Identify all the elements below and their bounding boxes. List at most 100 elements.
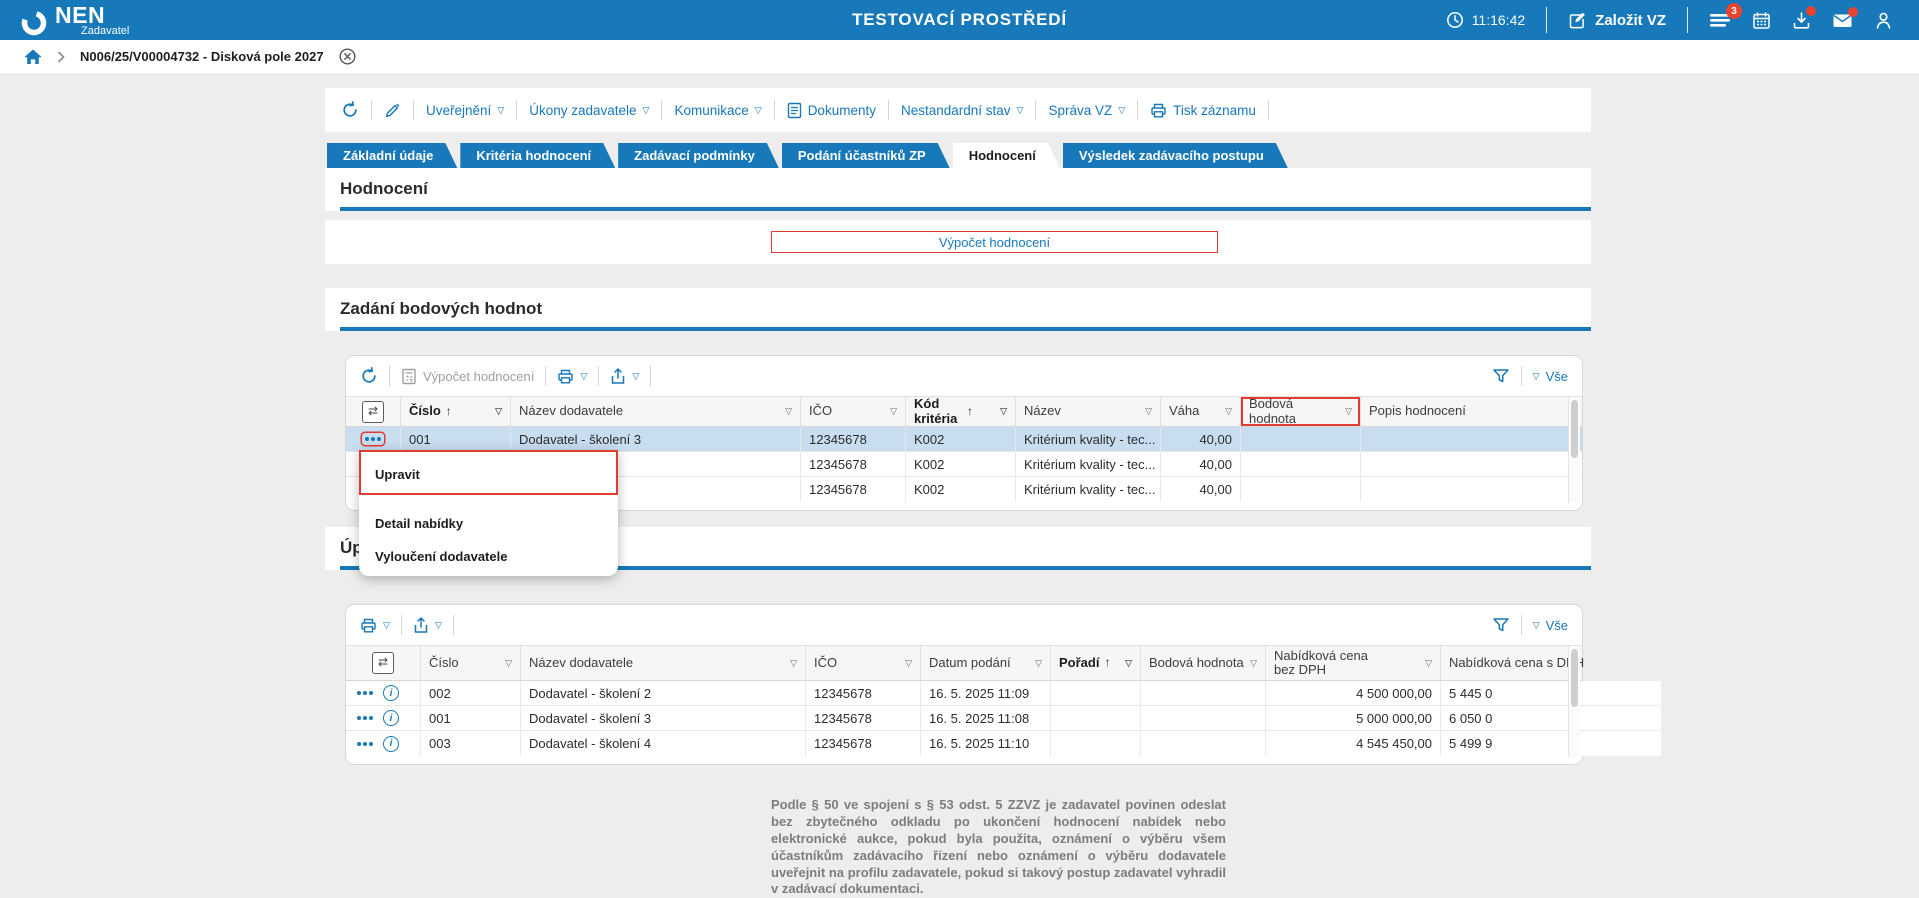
grid-export-button[interactable]: ▽	[413, 616, 442, 634]
col-bodova-hodnota[interactable]: Bodová hodnota ▽	[1241, 397, 1361, 426]
grid-print-button[interactable]: ▽	[360, 617, 390, 634]
home-button[interactable]	[24, 48, 42, 65]
column-filter-icon[interactable]: ▽	[1000, 406, 1007, 416]
col-vaha[interactable]: Váha ▽	[1161, 397, 1241, 426]
row-actions-button[interactable]	[354, 687, 376, 699]
app-logo[interactable]: NEN Zadavatel	[0, 1, 129, 37]
table-row[interactable]: 001 Dodavatel - školení 3 12345678 K002 …	[346, 427, 1582, 452]
col-nazev-dodavatele[interactable]: Název dodavatele ▽	[521, 646, 806, 680]
close-record-button[interactable]	[339, 48, 356, 65]
column-filter-icon[interactable]: ▽	[1345, 406, 1352, 416]
col-cislo[interactable]: Číslo ▽	[421, 646, 521, 680]
column-filter-icon[interactable]: ▽	[505, 657, 512, 668]
section-title: Hodnocení	[340, 179, 428, 198]
column-config-button[interactable]: ⇄	[346, 397, 401, 426]
column-filter-icon[interactable]: ▽	[1125, 657, 1132, 668]
grid-filter-vse[interactable]: ▽ Vše	[1532, 617, 1568, 633]
tab-zadavaci-podminky[interactable]: Zadávací podmínky	[618, 143, 779, 168]
grid-scrollbar[interactable]	[1568, 397, 1580, 503]
downloads-button[interactable]	[1792, 5, 1816, 30]
create-vz-button[interactable]: Založit VZ	[1568, 11, 1666, 30]
row-actions-button[interactable]	[362, 433, 384, 445]
menu-item-detail-nabidky[interactable]: Detail nabídky	[375, 516, 602, 531]
tab-podani-ucastniku[interactable]: Podání účastníků ZP	[782, 143, 950, 168]
column-filter-icon[interactable]: ▽	[1035, 657, 1042, 668]
menu-item-vylouceni-dodavatele[interactable]: Vyloučení dodavatele	[375, 549, 602, 564]
column-filter-icon[interactable]: ▽	[1145, 406, 1152, 416]
column-config-icon: ⇄	[362, 400, 384, 423]
user-button[interactable]	[1874, 11, 1893, 30]
info-icon[interactable]: i	[383, 710, 399, 726]
messages-button[interactable]	[1832, 6, 1858, 29]
grid-filter-button[interactable]	[1492, 368, 1510, 384]
col-poradi[interactable]: Pořadí ↑ ▽	[1051, 646, 1141, 680]
col-cislo[interactable]: Číslo ↑ ▽	[401, 397, 511, 426]
breadcrumb: N006/25/V00004732 - Disková pole 2027	[0, 40, 1919, 73]
column-filter-icon[interactable]: ▽	[1250, 657, 1257, 668]
menu-item-upravit[interactable]: Upravit	[375, 467, 602, 482]
col-cena-s-dph[interactable]: Nabídková cena s DPH	[1449, 654, 1585, 670]
grid-vypocet-button[interactable]: Výpočet hodnocení	[401, 368, 534, 385]
col-nazev[interactable]: Název ▽	[1016, 397, 1161, 426]
brand-name: NEN	[55, 1, 106, 28]
col-cena-bez-dph[interactable]: Nabídková cena bez DPH ▽	[1266, 646, 1441, 680]
tab-kriteria-hodnoceni[interactable]: Kritéria hodnocení	[460, 143, 615, 168]
column-filter-icon[interactable]: ▽	[1425, 657, 1432, 668]
row-actions-button[interactable]	[354, 738, 376, 750]
cell-vaha: 40,00	[1161, 477, 1241, 502]
menu-ukony-zadavatele[interactable]: Úkony zadavatele ▽	[529, 102, 650, 118]
row-actions-button[interactable]	[354, 712, 376, 724]
person-icon	[1876, 12, 1891, 29]
menu-nestandardni-stav[interactable]: Nestandardní stav ▽	[900, 102, 1024, 118]
column-filter-icon[interactable]: ▽	[1225, 406, 1232, 416]
col-datum-podani[interactable]: Datum podání ▽	[921, 646, 1051, 680]
column-filter-icon[interactable]: ▽	[890, 406, 897, 416]
col-kod-kriteria[interactable]: Kód kritéria ↑ ▽	[906, 397, 1016, 426]
column-config-button[interactable]: ⇄	[346, 646, 421, 680]
cell-dodavatel: Dodavatel - školení 4	[521, 731, 806, 756]
menu-sprava-vz[interactable]: Správa VZ ▽	[1048, 102, 1126, 118]
chevron-down-icon: ▽	[1016, 104, 1024, 115]
column-filter-icon[interactable]: ▽	[495, 406, 502, 416]
cell-popis	[1361, 477, 1582, 502]
edit-record-button[interactable]	[384, 102, 401, 119]
grid-filter-vse[interactable]: ▽ Vše	[1532, 368, 1568, 384]
chevron-down-icon: ▽	[754, 104, 762, 115]
grid-export-button[interactable]: ▽	[610, 367, 640, 385]
refresh-button[interactable]	[341, 101, 359, 119]
menu-button[interactable]: 3	[1709, 3, 1742, 29]
breadcrumb-record[interactable]: N006/25/V00004732 - Disková pole 2027	[80, 49, 324, 64]
points-grid-header: ⇄ Číslo ↑ ▽ Název dodavatele ▽ IČO ▽ Kód…	[346, 396, 1582, 427]
calendar-button[interactable]	[1752, 11, 1771, 30]
column-filter-icon[interactable]: ▽	[905, 657, 912, 668]
grid-scrollbar[interactable]	[1568, 646, 1580, 757]
table-row[interactable]: i 003 Dodavatel - školení 4 12345678 16.…	[346, 731, 1661, 756]
col-ico[interactable]: IČO ▽	[806, 646, 921, 680]
info-icon[interactable]: i	[383, 685, 399, 701]
col-bodova-hodnota[interactable]: Bodová hodnota ▽	[1141, 646, 1266, 680]
grid-refresh-button[interactable]	[360, 367, 378, 385]
col-nazev-dodavatele[interactable]: Název dodavatele ▽	[511, 397, 801, 426]
cell-popis	[1361, 452, 1582, 476]
tab-zakladni-udaje[interactable]: Základní údaje	[327, 143, 457, 168]
column-filter-icon[interactable]: ▽	[785, 406, 792, 416]
vypocet-hodnoceni-button[interactable]: Výpočet hodnocení	[771, 231, 1218, 253]
table-row[interactable]: i 002 Dodavatel - školení 2 12345678 16.…	[346, 681, 1661, 706]
menu-tisk-zaznamu[interactable]: Tisk záznamu	[1150, 102, 1256, 119]
grid-print-button[interactable]: ▽	[557, 368, 587, 385]
grid-filter-button[interactable]	[1492, 617, 1510, 633]
menu-dokumenty[interactable]: Dokumenty	[787, 102, 876, 119]
menu-komunikace[interactable]: Komunikace ▽	[674, 102, 762, 118]
divider	[887, 100, 889, 120]
cell-nazev: Kritérium kvality - tec...	[1016, 477, 1161, 502]
menu-uverejneni[interactable]: Uveřejnění ▽	[426, 102, 505, 118]
tab-vysledek[interactable]: Výsledek zadávacího postupu	[1063, 143, 1288, 168]
info-icon[interactable]: i	[383, 735, 399, 752]
cell-datum: 16. 5. 2025 11:10	[921, 731, 1051, 756]
table-row[interactable]: i 001 Dodavatel - školení 3 12345678 16.…	[346, 706, 1661, 731]
column-filter-icon[interactable]: ▽	[790, 657, 797, 668]
tab-hodnoceni[interactable]: Hodnocení	[953, 143, 1060, 168]
col-popis-hodnoceni[interactable]: Popis hodnocení	[1369, 403, 1466, 419]
col-ico[interactable]: IČO ▽	[801, 397, 906, 426]
chevron-down-icon: ▽	[632, 370, 640, 381]
